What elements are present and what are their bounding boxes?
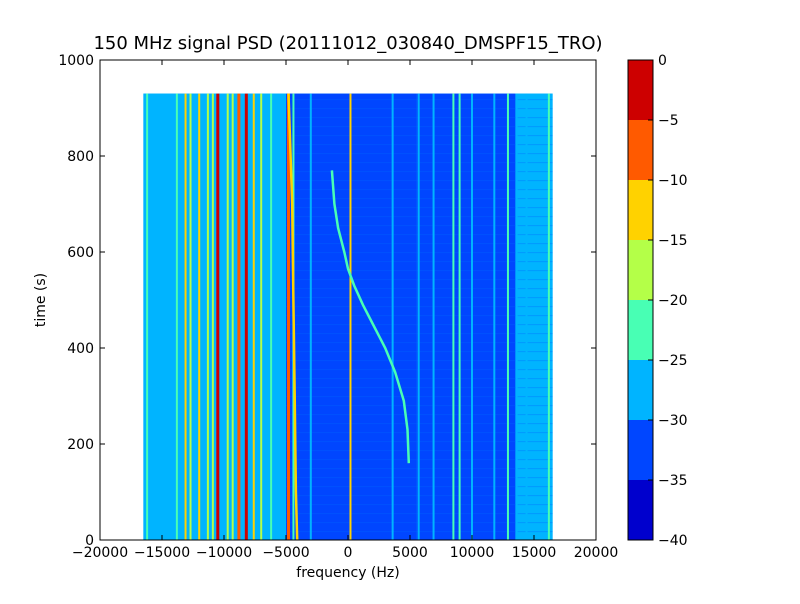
chart-title: 150 MHz signal PSD (20111012_030840_DMSP… <box>93 33 602 54</box>
y-tick-label: 600 <box>67 245 94 261</box>
colorbar-tick-label: −10 <box>658 173 688 189</box>
heatmap-region <box>515 93 553 540</box>
x-tick-label: 10000 <box>450 545 495 561</box>
x-tick-label: −10000 <box>196 545 252 561</box>
heatmap-layer <box>143 93 553 541</box>
x-tick-label: −5000 <box>262 545 309 561</box>
y-tick-label: 0 <box>85 533 94 549</box>
colorbar-tick-label: −5 <box>658 113 679 129</box>
colorbar-segment <box>628 180 653 240</box>
y-axis-label: time (s) <box>33 273 49 327</box>
colorbar-tick-label: −15 <box>658 233 688 249</box>
x-tick-label: −20000 <box>72 545 128 561</box>
x-axis-label: frequency (Hz) <box>296 565 399 581</box>
plot-area: −20000 −15000 −10000 −5000 0 5000 10000 15000 20… <box>58 53 618 561</box>
colorbar-tick-label: −35 <box>658 473 688 489</box>
colorbar-tick-label: −40 <box>658 533 688 549</box>
colorbar-segment <box>628 300 653 360</box>
colorbar-segment <box>628 60 653 120</box>
x-tick-label: 20000 <box>574 545 619 561</box>
y-tick-label: 1000 <box>58 53 94 69</box>
colorbar-tick-label: 0 <box>658 53 667 69</box>
x-axis: −20000 −15000 −10000 −5000 0 5000 10000 15000 20… <box>72 60 618 561</box>
colorbar-segment <box>628 480 653 540</box>
x-tick-label: 0 <box>344 545 353 561</box>
colorbar-segment <box>628 120 653 180</box>
colorbar-tick-label: −30 <box>658 413 688 429</box>
colorbar-tick-label: −20 <box>658 293 688 309</box>
colorbar: −40 −35 −30 −25 −20 −15 −10 −5 0 <box>627 53 688 549</box>
colorbar-segment <box>628 420 653 480</box>
y-tick-label: 200 <box>67 437 94 453</box>
colorbar-segment <box>628 240 653 300</box>
signal-trace <box>287 93 299 541</box>
heatmap-region <box>143 93 286 540</box>
signal-trace <box>330 170 411 464</box>
y-axis: 0 200 400 600 800 1000 <box>58 53 596 549</box>
colorbar-tick-label: −25 <box>658 353 688 369</box>
y-tick-label: 400 <box>67 341 94 357</box>
colorbar-segment <box>628 360 653 420</box>
x-tick-label: −15000 <box>134 545 190 561</box>
heatmap-region <box>416 93 516 540</box>
x-tick-label: 15000 <box>512 545 557 561</box>
y-tick-label: 800 <box>67 149 94 165</box>
x-tick-label: 5000 <box>392 545 428 561</box>
